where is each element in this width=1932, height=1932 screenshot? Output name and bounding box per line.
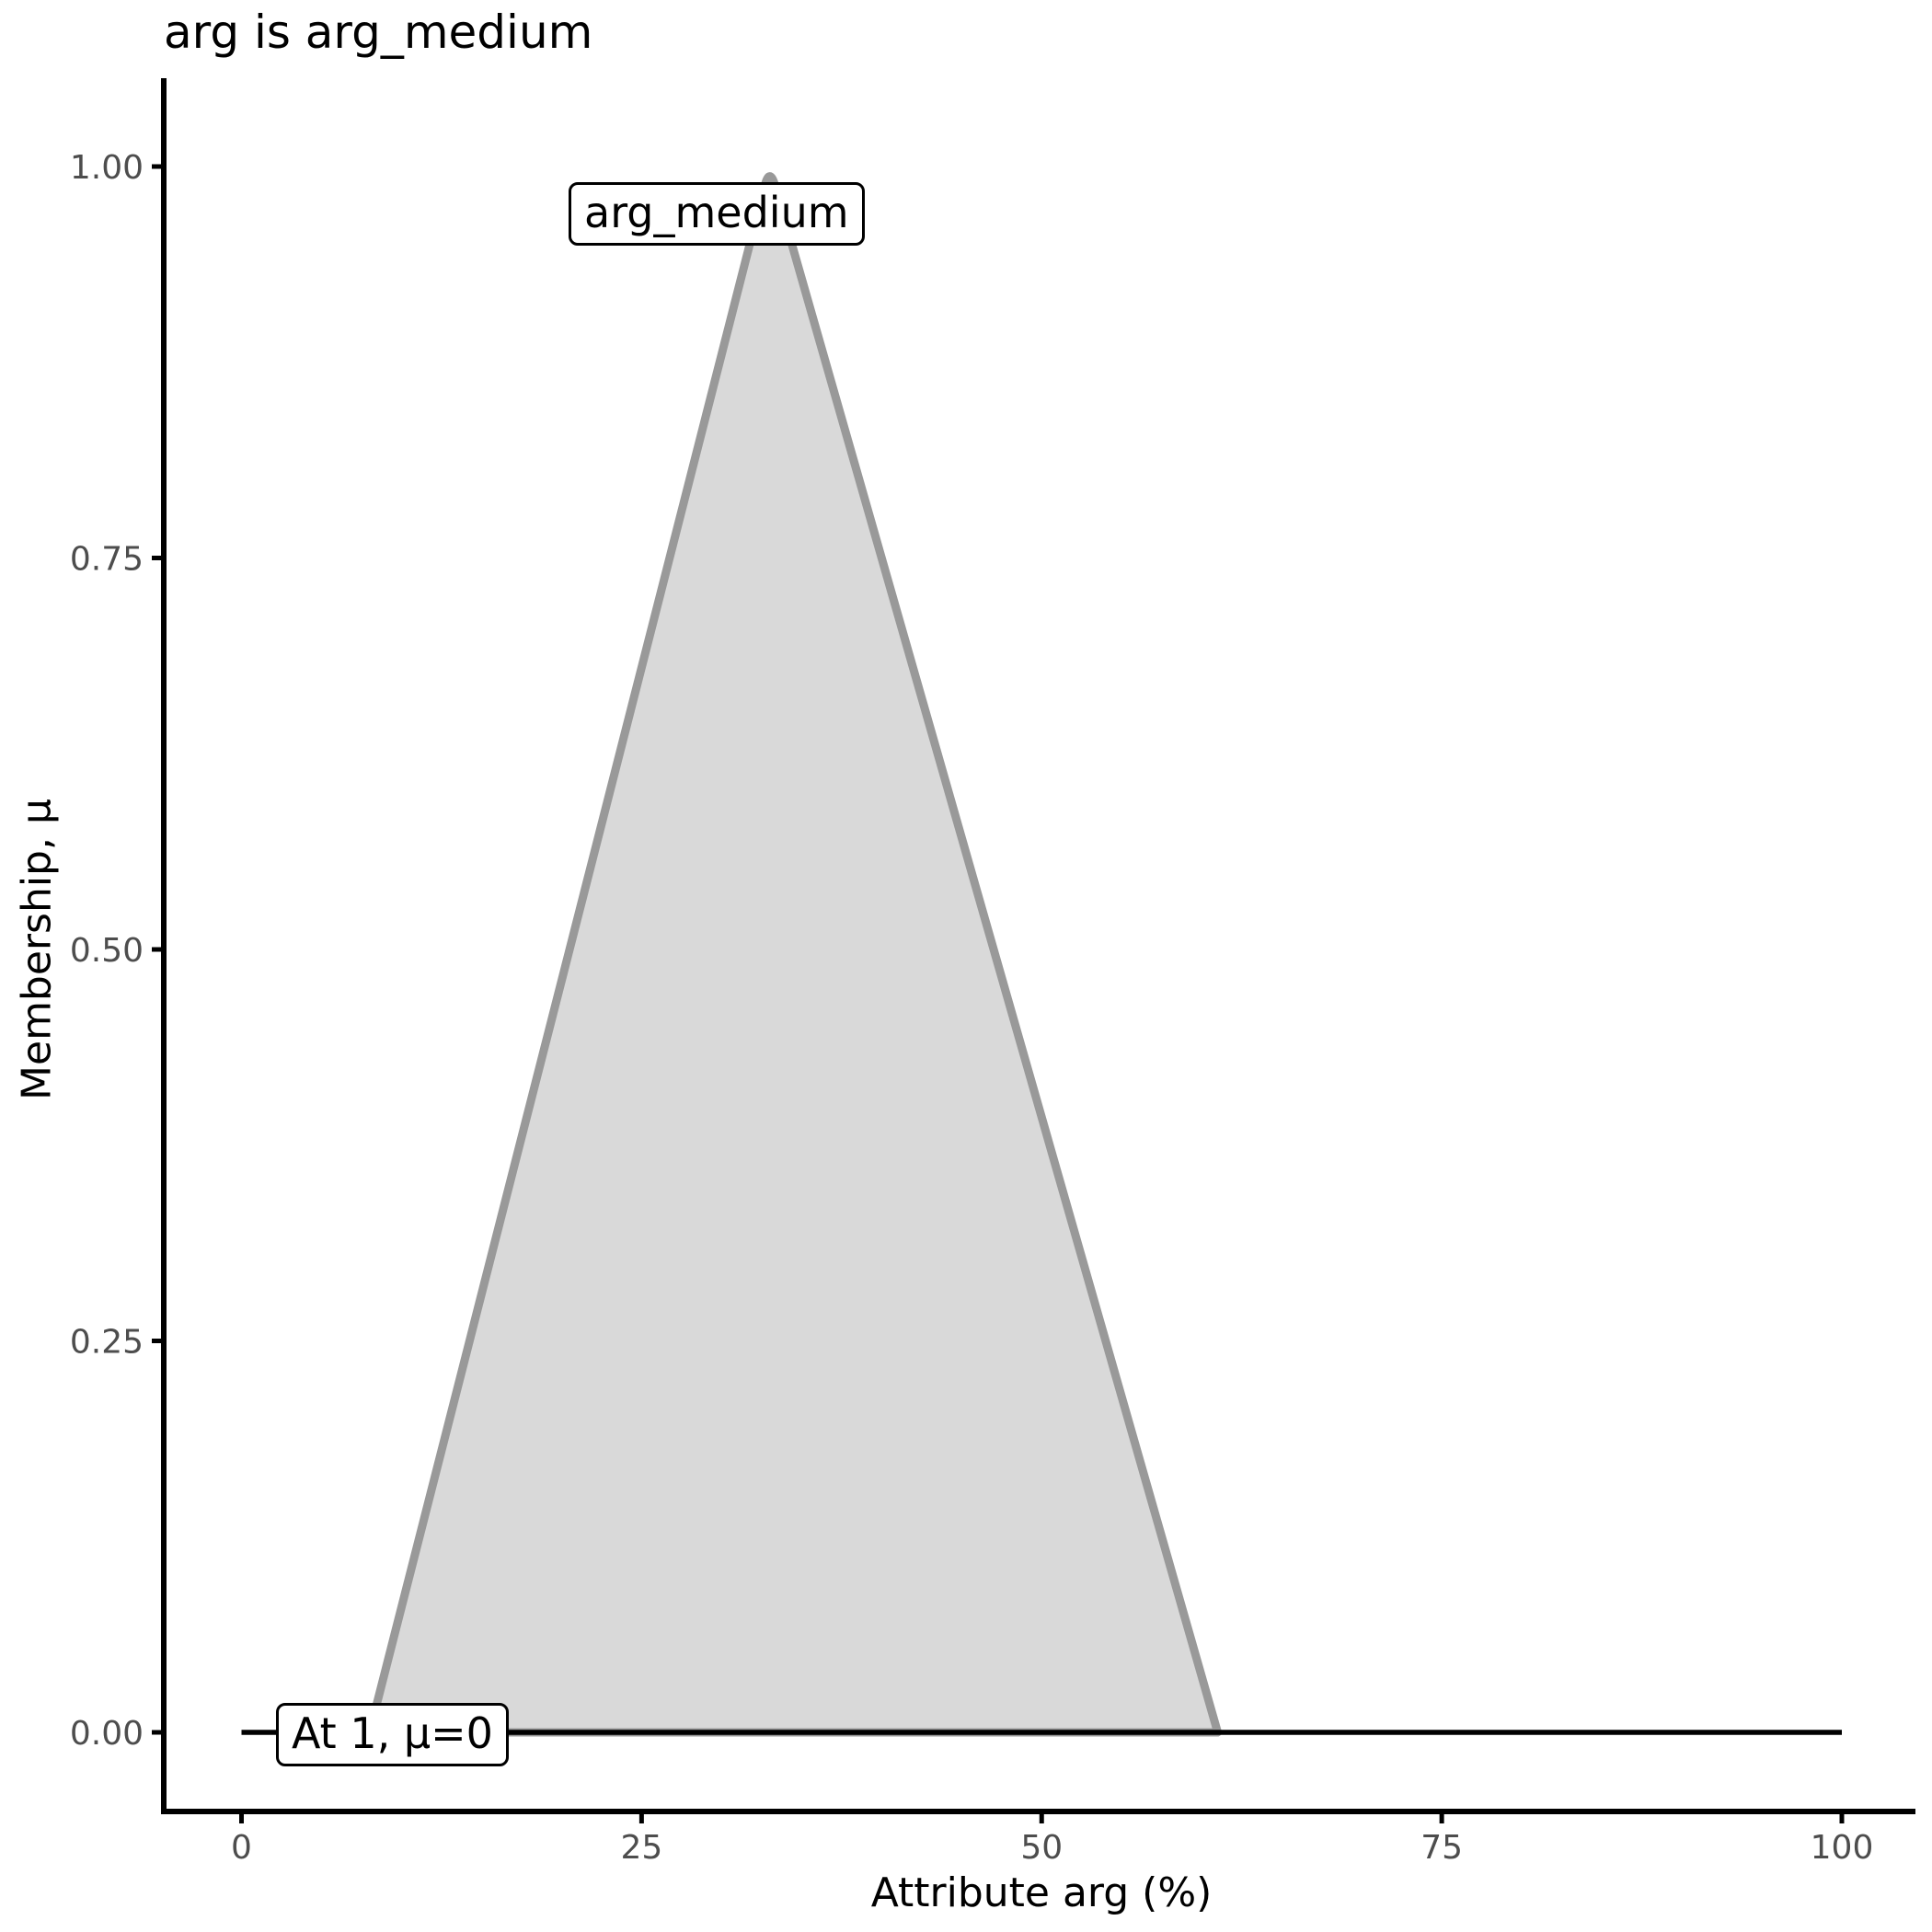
y-tick-label: 0.75: [70, 541, 144, 579]
x-tick-label: 0: [231, 1829, 252, 1867]
chart-title: arg is arg_medium: [164, 6, 593, 59]
x-tick-label: 25: [620, 1829, 662, 1867]
y-tick-label: 0.00: [70, 1715, 144, 1753]
y-tick-label: 1.00: [70, 149, 144, 187]
membership-curve: [365, 172, 1223, 1737]
x-tick-label: 50: [1020, 1829, 1063, 1867]
y-axis-title: Membership, μ: [13, 799, 61, 1100]
x-tick-label: 75: [1420, 1829, 1463, 1867]
y-tick-label: 0.50: [70, 932, 144, 970]
annotation-label-at-1-mu-0: At 1, μ=0: [276, 1703, 509, 1766]
y-tick-label: 0.25: [70, 1324, 144, 1362]
annotation-label-arg-medium: arg_medium: [569, 182, 865, 246]
x-tick-label: 100: [1811, 1829, 1874, 1867]
x-axis-title: Attribute arg (%): [870, 1869, 1213, 1916]
